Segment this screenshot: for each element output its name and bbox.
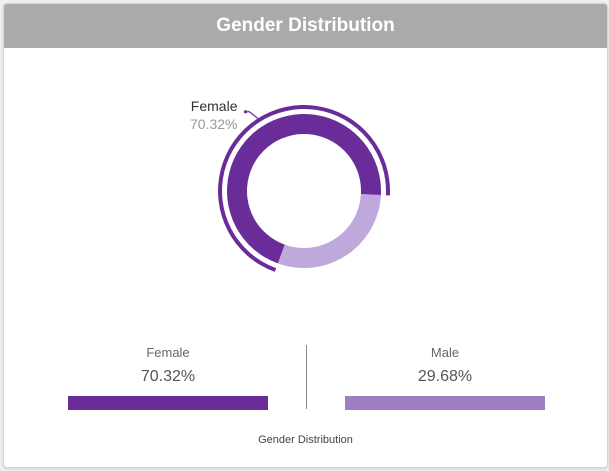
chart-caption: Gender Distribution	[258, 434, 353, 446]
male-stat-label: Male	[430, 345, 460, 360]
female-stat-label: Female	[146, 345, 190, 360]
female-stat-bar	[68, 396, 268, 410]
callout-series-name: Female	[191, 98, 238, 114]
chart-card: Gender Distribution Female 70.32% Female …	[3, 3, 608, 468]
donut-chart: Female 70.32%	[190, 98, 391, 272]
callout-dot	[243, 110, 248, 114]
callout-leader-line	[245, 111, 260, 121]
chart-title: Gender Distribution	[216, 15, 395, 36]
donut-slice-male[interactable]	[277, 193, 381, 268]
chart-header: Gender Distribution	[4, 4, 607, 48]
male-stat-bar	[345, 396, 545, 410]
female-stat-value: 70.32%	[140, 368, 196, 385]
callout-series-value: 70.32%	[190, 116, 237, 132]
stats-divider	[306, 345, 307, 409]
male-stat-value: 29.68%	[417, 368, 473, 385]
